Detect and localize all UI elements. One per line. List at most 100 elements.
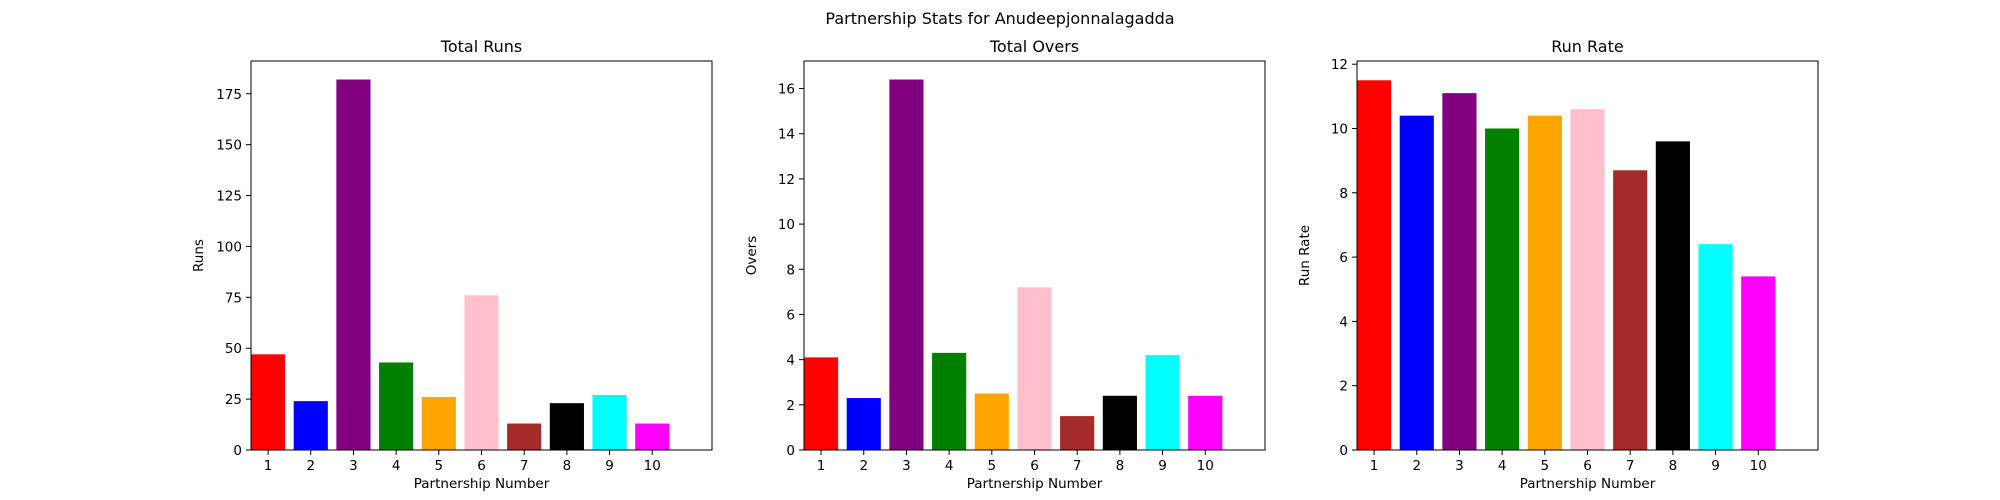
bar-8: [549, 403, 584, 450]
bar-9: [1698, 244, 1733, 450]
x-tick-label: 8: [1116, 458, 1125, 474]
x-tick-label: 5: [988, 458, 997, 474]
x-tick-label: 6: [477, 458, 486, 474]
bar-2: [293, 401, 328, 450]
bar-3: [889, 79, 924, 451]
y-tick-label: 0: [1339, 443, 1348, 459]
x-axis-label: Partnership Number: [414, 476, 550, 492]
x-axis-label: Partnership Number: [1520, 476, 1656, 492]
y-tick-label: 125: [216, 189, 242, 205]
x-tick-label: 9: [1711, 458, 1720, 474]
y-ticks: 0 2 4 6 8 10 12 14 16: [778, 82, 804, 459]
bar-1: [804, 357, 839, 450]
bar-2: [1399, 115, 1434, 451]
y-tick-label: 0: [233, 443, 242, 459]
bar-9: [1145, 355, 1180, 450]
x-ticks: 1 2 3 4 5 6 7 8 9 10: [264, 450, 661, 474]
x-ticks: 1 2 3 4 5 6 7 8 9 10: [817, 450, 1214, 474]
x-tick-label: 1: [264, 458, 273, 474]
bar-3: [1442, 93, 1477, 451]
y-ticks: 0 25 50 75 100 125 150 175: [216, 87, 251, 459]
bars: [1357, 80, 1776, 451]
x-tick-label: 6: [1030, 458, 1039, 474]
bar-10: [1741, 276, 1776, 450]
x-tick-label: 8: [1669, 458, 1678, 474]
y-tick-label: 12: [1331, 57, 1348, 73]
y-tick-label: 10: [778, 217, 795, 233]
x-tick-label: 5: [1541, 458, 1550, 474]
x-tick-label: 9: [605, 458, 614, 474]
x-tick-label: 6: [1583, 458, 1592, 474]
chart-title: Run Rate: [1551, 37, 1623, 56]
bar-5: [974, 393, 1009, 450]
x-tick-label: 4: [1498, 458, 1507, 474]
y-tick-label: 2: [1339, 379, 1348, 395]
chart-title: Total Overs: [989, 37, 1079, 56]
x-tick-label: 1: [1370, 458, 1379, 474]
x-tick-label: 2: [859, 458, 868, 474]
bar-10: [1188, 395, 1223, 450]
x-tick-label: 2: [306, 458, 315, 474]
x-tick-label: 1: [817, 458, 826, 474]
figure-suptitle: Partnership Stats for Anudeepjonnalagadd…: [825, 9, 1174, 28]
bar-4: [1485, 128, 1520, 450]
y-tick-label: 8: [786, 262, 795, 278]
bar-6: [1017, 287, 1052, 450]
x-tick-label: 10: [644, 458, 661, 474]
y-tick-label: 4: [786, 353, 795, 369]
bars: [804, 79, 1223, 451]
x-tick-label: 3: [349, 458, 358, 474]
y-tick-label: 100: [216, 239, 242, 255]
y-tick-label: 12: [778, 172, 795, 188]
x-tick-label: 7: [520, 458, 529, 474]
y-tick-label: 175: [216, 87, 242, 103]
x-tick-label: 9: [1158, 458, 1167, 474]
bar-3: [336, 79, 371, 451]
x-tick-label: 7: [1073, 458, 1082, 474]
x-tick-label: 4: [392, 458, 401, 474]
x-tick-label: 10: [1750, 458, 1767, 474]
x-tick-label: 3: [1455, 458, 1464, 474]
y-tick-label: 4: [1339, 314, 1348, 330]
bar-10: [635, 423, 670, 450]
x-tick-label: 5: [435, 458, 444, 474]
bar-8: [1102, 395, 1137, 450]
bar-2: [846, 398, 881, 450]
bar-6: [464, 295, 499, 450]
y-tick-label: 2: [786, 398, 795, 414]
bar-7: [507, 423, 542, 450]
y-tick-label: 150: [216, 138, 242, 154]
x-tick-label: 8: [563, 458, 572, 474]
y-ticks: 0 2 4 6 8 10 12: [1331, 57, 1357, 459]
y-tick-label: 75: [225, 290, 242, 306]
x-tick-label: 7: [1626, 458, 1635, 474]
bar-7: [1060, 416, 1095, 450]
y-tick-label: 50: [225, 341, 242, 357]
x-tick-label: 4: [945, 458, 954, 474]
y-tick-label: 6: [1339, 250, 1348, 266]
x-axis-label: Partnership Number: [967, 476, 1103, 492]
x-tick-label: 2: [1412, 458, 1421, 474]
bar-9: [592, 395, 627, 450]
y-tick-label: 10: [1331, 122, 1348, 138]
y-tick-label: 14: [778, 127, 795, 143]
bar-8: [1655, 141, 1690, 450]
y-tick-label: 25: [225, 392, 242, 408]
x-tick-label: 3: [902, 458, 911, 474]
y-axis-label: Overs: [744, 236, 760, 276]
y-tick-label: 6: [786, 307, 795, 323]
bar-6: [1570, 109, 1605, 450]
bars: [251, 79, 670, 451]
bar-4: [379, 362, 414, 450]
y-tick-label: 0: [786, 443, 795, 459]
bar-1: [1357, 80, 1392, 450]
y-tick-label: 8: [1339, 186, 1348, 202]
bar-7: [1613, 170, 1648, 450]
bar-5: [421, 397, 456, 450]
y-axis-label: Run Rate: [1297, 225, 1313, 286]
y-tick-label: 16: [778, 82, 795, 98]
